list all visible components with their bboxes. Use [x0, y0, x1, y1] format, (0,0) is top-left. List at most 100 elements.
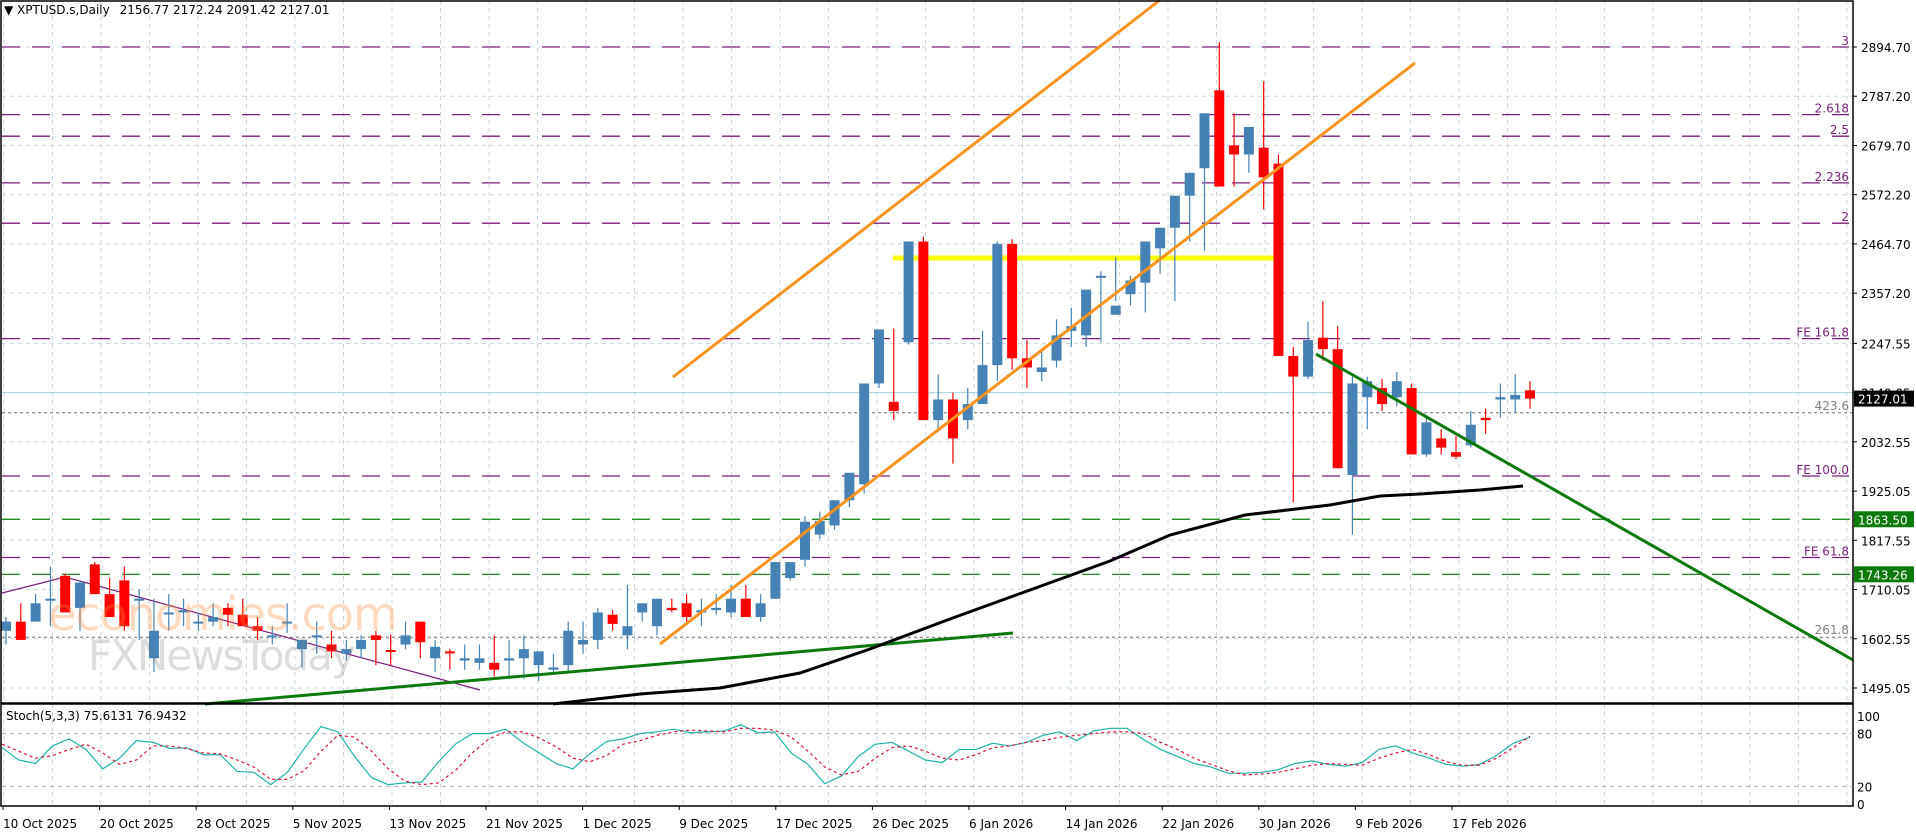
- candle[interactable]: [1377, 378, 1388, 411]
- candle[interactable]: [222, 603, 233, 627]
- candle[interactable]: [45, 566, 56, 627]
- candle[interactable]: [163, 594, 174, 631]
- candle[interactable]: [1229, 113, 1240, 187]
- candle[interactable]: [755, 594, 766, 622]
- candle[interactable]: [799, 516, 810, 567]
- candle[interactable]: [474, 644, 485, 670]
- candle[interactable]: [385, 634, 396, 666]
- candle[interactable]: [1510, 374, 1521, 414]
- candle[interactable]: [1436, 429, 1447, 455]
- candle[interactable]: [104, 578, 115, 618]
- candle[interactable]: [563, 621, 574, 672]
- candle[interactable]: [178, 598, 189, 627]
- candle[interactable]: [15, 603, 26, 640]
- candle[interactable]: [119, 566, 130, 631]
- candle[interactable]: [1303, 321, 1314, 379]
- candle[interactable]: [1095, 271, 1106, 343]
- candle[interactable]: [1332, 326, 1343, 469]
- candle[interactable]: [208, 603, 219, 627]
- candle[interactable]: [89, 562, 100, 595]
- candle[interactable]: [504, 639, 515, 677]
- candle[interactable]: [489, 635, 500, 677]
- candle[interactable]: [237, 598, 248, 627]
- candle[interactable]: [148, 598, 159, 672]
- candle[interactable]: [844, 472, 855, 508]
- candle[interactable]: [430, 639, 441, 672]
- candle[interactable]: [681, 594, 692, 622]
- green-resistance-trendline[interactable]: [1315, 352, 1854, 662]
- candle[interactable]: [30, 594, 41, 622]
- candle[interactable]: [637, 603, 648, 622]
- candle[interactable]: [1081, 289, 1092, 347]
- candle[interactable]: [992, 241, 1003, 382]
- channel-lower-line[interactable]: [659, 61, 1416, 646]
- candle[interactable]: [903, 241, 914, 345]
- candle[interactable]: [740, 584, 751, 618]
- candle[interactable]: [459, 644, 470, 670]
- candle[interactable]: [1, 617, 11, 645]
- candle[interactable]: [607, 610, 618, 631]
- candle[interactable]: [1317, 301, 1328, 361]
- candle[interactable]: [711, 594, 722, 615]
- candle[interactable]: [829, 500, 840, 531]
- candle[interactable]: [814, 511, 825, 540]
- candle[interactable]: [1258, 81, 1269, 210]
- candle[interactable]: [548, 653, 559, 675]
- candle[interactable]: [1480, 408, 1491, 434]
- candle[interactable]: [1525, 381, 1535, 409]
- candle[interactable]: [1421, 417, 1432, 457]
- candle[interactable]: [1288, 346, 1299, 503]
- candle[interactable]: [652, 598, 663, 636]
- candle[interactable]: [1007, 239, 1018, 370]
- candle[interactable]: [1243, 127, 1254, 173]
- candle[interactable]: [977, 330, 988, 405]
- candle[interactable]: [74, 580, 85, 631]
- candle[interactable]: [326, 630, 337, 659]
- candle[interactable]: [1273, 154, 1284, 356]
- candle[interactable]: [356, 635, 367, 659]
- candle[interactable]: [918, 236, 929, 421]
- candle[interactable]: [252, 617, 263, 640]
- candle[interactable]: [1184, 172, 1195, 242]
- candle[interactable]: [282, 603, 293, 634]
- candle[interactable]: [311, 621, 322, 654]
- candle[interactable]: [578, 621, 589, 654]
- candle[interactable]: [1406, 383, 1417, 455]
- channel-upper-line[interactable]: [672, 0, 1161, 379]
- candle[interactable]: [888, 328, 899, 421]
- purple-trendline[interactable]: [1, 576, 481, 691]
- candle[interactable]: [518, 635, 529, 679]
- candle[interactable]: [267, 626, 278, 645]
- candle[interactable]: [370, 630, 381, 666]
- candle[interactable]: [1051, 319, 1062, 368]
- candle[interactable]: [666, 598, 677, 613]
- candle[interactable]: [341, 639, 352, 661]
- candle[interactable]: [193, 612, 204, 631]
- collapse-triangle-icon[interactable]: ▼: [4, 3, 14, 17]
- candle[interactable]: [60, 573, 71, 613]
- candle[interactable]: [415, 621, 426, 659]
- candle[interactable]: [933, 374, 944, 432]
- candle[interactable]: [1169, 195, 1180, 302]
- candle[interactable]: [1214, 42, 1225, 187]
- candle[interactable]: [134, 589, 145, 640]
- candle[interactable]: [1347, 376, 1358, 535]
- candle[interactable]: [533, 651, 544, 682]
- candle[interactable]: [622, 584, 633, 650]
- candle[interactable]: [296, 639, 307, 668]
- candle[interactable]: [1199, 113, 1210, 251]
- green-support-trendline[interactable]: [204, 631, 1014, 706]
- candle[interactable]: [444, 649, 455, 670]
- candle[interactable]: [770, 562, 781, 599]
- candle[interactable]: [873, 329, 884, 389]
- candle[interactable]: [859, 383, 870, 494]
- candle[interactable]: [1495, 383, 1506, 418]
- candle[interactable]: [1140, 241, 1151, 313]
- candle[interactable]: [1036, 349, 1047, 382]
- candle[interactable]: [592, 607, 603, 650]
- candle[interactable]: [400, 621, 411, 650]
- candle[interactable]: [1451, 436, 1462, 460]
- candle[interactable]: [785, 562, 796, 581]
- candle[interactable]: [1155, 227, 1166, 274]
